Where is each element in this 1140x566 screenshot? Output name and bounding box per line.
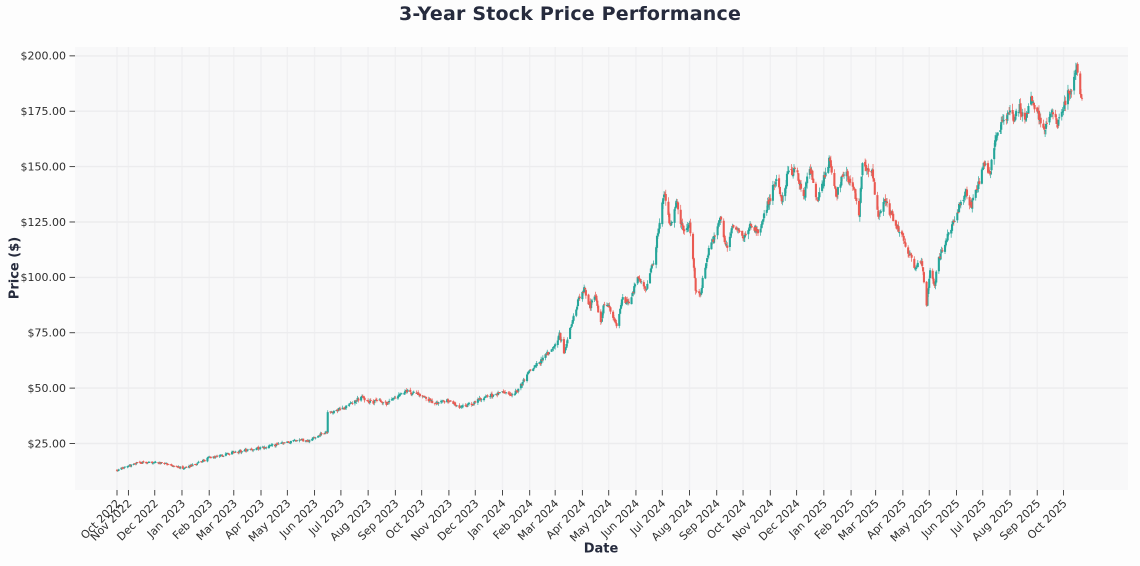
- svg-text:$125.00: $125.00: [21, 216, 67, 229]
- svg-text:$150.00: $150.00: [21, 160, 67, 173]
- down-candle-bodies: [115, 63, 1084, 471]
- x-axis-title: Date: [583, 541, 619, 557]
- svg-text:$100.00: $100.00: [21, 271, 67, 284]
- candles: [115, 62, 1084, 472]
- y-axis-ticks: $25.00 $50.00 $75.00 $100.00 $125.00 $150.00 $…: [21, 50, 75, 450]
- y-axis-title: Price ($): [7, 236, 23, 300]
- svg-text:$25.00: $25.00: [28, 437, 67, 450]
- svg-text:$50.00: $50.00: [28, 382, 67, 395]
- svg-text:$75.00: $75.00: [28, 327, 67, 340]
- svg-text:$175.00: $175.00: [21, 105, 67, 118]
- chart-title: 3-Year Stock Price Performance: [398, 3, 742, 25]
- svg-text:$200.00: $200.00: [21, 50, 67, 63]
